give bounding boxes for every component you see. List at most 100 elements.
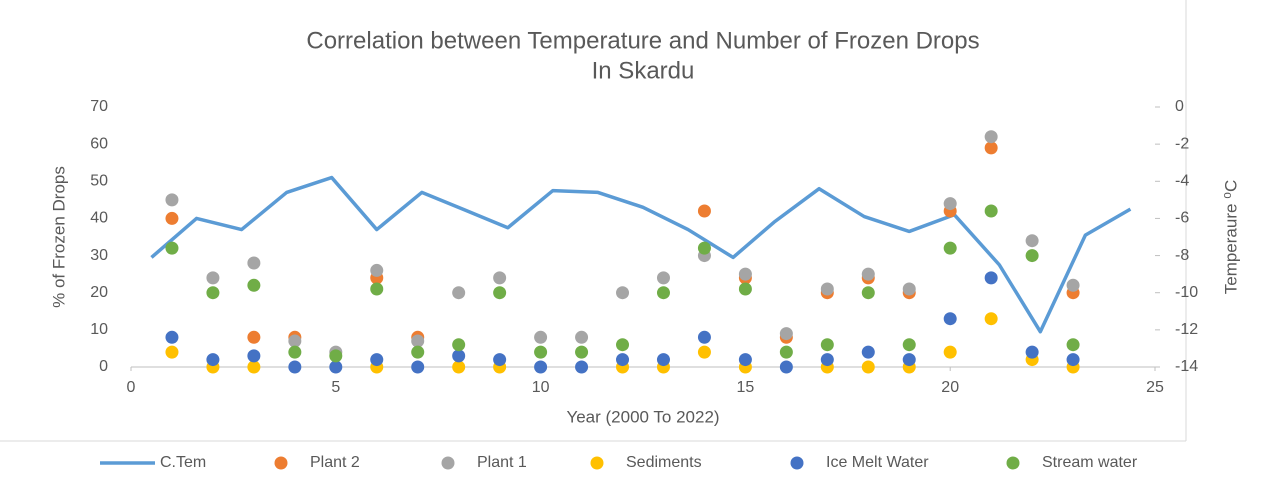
scatter-point [820, 353, 834, 367]
scatter-point [697, 241, 711, 255]
legend-label: C.Tem [160, 454, 206, 471]
chart-title: Correlation between Temperature and Numb… [306, 27, 979, 54]
x-tick-label: 10 [532, 379, 550, 396]
scatter-point [288, 345, 302, 359]
scatter-point [656, 286, 670, 300]
scatter-point [534, 345, 548, 359]
scatter-point [820, 338, 834, 352]
x-axis-label: Year (2000 To 2022) [566, 407, 719, 426]
scatter-point [452, 349, 466, 363]
scatter-point [861, 286, 875, 300]
scatter-point [575, 360, 589, 374]
scatter-point [616, 353, 630, 367]
scatter-point [861, 345, 875, 359]
legend-label: Stream water [1042, 454, 1138, 471]
scatter-point [452, 360, 466, 374]
scatter-point [902, 353, 916, 367]
scatter-point [452, 338, 466, 352]
scatter-point [902, 282, 916, 296]
y-axis-label: % of Frozen Drops [49, 166, 68, 308]
scatter-point [861, 267, 875, 281]
scatter-point [247, 278, 261, 292]
scatter-point [411, 345, 425, 359]
x-tick-label: 15 [737, 379, 755, 396]
scatter-point [165, 330, 179, 344]
scatter-point [534, 360, 548, 374]
scatter-point [984, 312, 998, 326]
scatter-point [697, 330, 711, 344]
legend-label: Ice Melt Water [826, 454, 929, 471]
y2-tick-label: -8 [1175, 247, 1189, 264]
scatter-point [738, 267, 752, 281]
chart-title: In Skardu [592, 57, 695, 84]
x-tick-label: 5 [331, 379, 340, 396]
scatter-point [329, 360, 343, 374]
scatter-point [493, 353, 507, 367]
scatter-point [656, 271, 670, 285]
scatter-point [493, 271, 507, 285]
y2-tick-label: -2 [1175, 135, 1189, 152]
scatter-point [165, 345, 179, 359]
scatter-point [1025, 249, 1039, 263]
scatter-point [575, 345, 589, 359]
y-tick-label: 30 [90, 247, 108, 264]
scatter-point [165, 211, 179, 225]
scatter-point [943, 312, 957, 326]
y-tick-label: 40 [90, 210, 108, 227]
scatter-point [943, 197, 957, 211]
temperature-line [150, 175, 1132, 334]
scatter-point [247, 330, 261, 344]
scatter-point [616, 338, 630, 352]
legend-label: Plant 2 [310, 454, 360, 471]
scatter-point [738, 282, 752, 296]
y2-tick-label: -6 [1175, 210, 1189, 227]
x-tick-label: 0 [127, 379, 136, 396]
legend-swatch [790, 456, 804, 470]
legend-label: Plant 1 [477, 454, 527, 471]
scatter-point [370, 263, 384, 277]
scatter-point [534, 330, 548, 344]
scatter-point [984, 141, 998, 155]
scatter-point [984, 204, 998, 218]
scatter-point [779, 327, 793, 341]
scatter-point [206, 271, 220, 285]
scatter-point [779, 345, 793, 359]
scatter-point [165, 193, 179, 207]
y2-tick-label: -12 [1175, 321, 1198, 338]
scatter-point [247, 349, 261, 363]
scatter-point [1066, 278, 1080, 292]
y2-tick-label: -14 [1175, 358, 1198, 375]
legend-swatch [441, 456, 455, 470]
legend-label: Sediments [626, 454, 702, 471]
scatter-point [411, 334, 425, 348]
scatter-point [697, 204, 711, 218]
y-tick-label: 20 [90, 284, 108, 301]
scatter-point [452, 286, 466, 300]
scatter-point [779, 360, 793, 374]
legend-swatch [274, 456, 288, 470]
y2-axis-label: Temperaure ⁰C [1221, 180, 1240, 295]
y2-tick-label: -4 [1175, 173, 1189, 190]
scatter-point [820, 282, 834, 296]
scatter-point [616, 286, 630, 300]
scatter-point [206, 353, 220, 367]
y-tick-label: 70 [90, 98, 108, 115]
y-tick-label: 50 [90, 173, 108, 190]
scatter-point [247, 256, 261, 270]
scatter-point [697, 345, 711, 359]
scatter-point [943, 345, 957, 359]
scatter-point [656, 353, 670, 367]
x-tick-label: 20 [941, 379, 959, 396]
scatter-point [288, 334, 302, 348]
legend-swatch [1006, 456, 1020, 470]
scatter-point [902, 338, 916, 352]
x-tick-label: 25 [1146, 379, 1164, 396]
scatter-point [575, 330, 589, 344]
scatter-point [943, 241, 957, 255]
y2-tick-label: 0 [1175, 98, 1184, 115]
scatter-point [288, 360, 302, 374]
scatter-point [984, 271, 998, 285]
scatter-point [1066, 338, 1080, 352]
scatter-point [247, 360, 261, 374]
